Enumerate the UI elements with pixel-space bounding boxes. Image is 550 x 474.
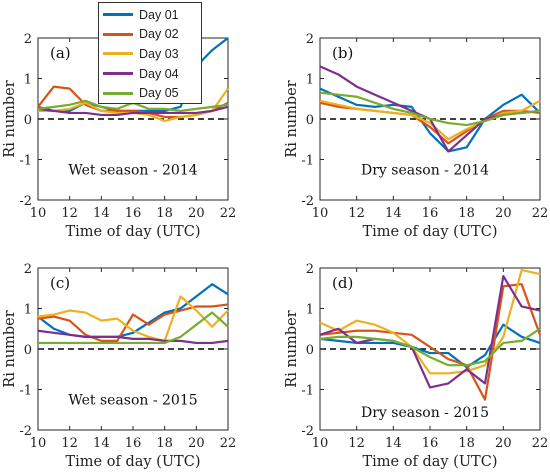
x-tick-label: 22 (532, 436, 549, 451)
x-axis-label: Time of day (UTC) (363, 454, 498, 470)
x-tick-label: 14 (93, 206, 110, 221)
panel-label: (a) (50, 44, 71, 62)
x-tick-label: 20 (188, 436, 205, 451)
y-axis-label: Ri number (2, 80, 18, 157)
y-tick-label: -2 (301, 424, 314, 439)
legend-item-day-01: Day 01 (103, 5, 197, 25)
series-line-day-01 (319, 87, 541, 153)
legend-swatch (103, 91, 133, 95)
y-tick-label: -2 (19, 424, 32, 439)
series-line-day-04 (319, 275, 541, 389)
y-tick-label: 1 (306, 73, 314, 88)
legend-swatch (103, 72, 133, 76)
x-tick-label: 18 (156, 206, 173, 221)
series-line-day-03 (319, 268, 541, 375)
y-tick-label: 0 (24, 343, 32, 358)
legend-label: Day 01 (139, 7, 179, 22)
y-tick-label: 0 (24, 113, 32, 128)
x-tick-label: 20 (495, 206, 512, 221)
y-tick-label: 0 (306, 343, 314, 358)
x-tick-label: 18 (458, 436, 475, 451)
series-line-day-03 (319, 99, 541, 141)
series-line-day-04 (37, 105, 229, 117)
x-tick-label: 10 (312, 206, 329, 221)
x-tick-label: 14 (385, 206, 402, 221)
x-tick-label: 16 (125, 206, 142, 221)
season-annotation: Dry season - 2015 (361, 405, 489, 421)
panel-label: (c) (50, 274, 70, 292)
season-annotation: Wet season - 2014 (68, 163, 197, 179)
season-annotation: Dry season - 2014 (361, 163, 489, 179)
y-tick-label: 1 (24, 303, 32, 318)
y-tick-label: -2 (19, 194, 32, 209)
y-tick-label: -1 (301, 154, 314, 169)
series-line-day-05 (38, 311, 229, 345)
y-tick-label: 2 (24, 262, 32, 277)
x-tick-label: 10 (30, 436, 47, 451)
series-line-day-04 (37, 329, 229, 345)
y-tick-label: -2 (301, 194, 314, 209)
legend-label: Day 03 (139, 46, 179, 61)
panel-label: (b) (332, 44, 353, 62)
x-tick-label: 14 (93, 436, 110, 451)
x-tick-label: 18 (156, 436, 173, 451)
x-tick-label: 22 (220, 206, 237, 221)
x-axis-label: Time of day (UTC) (363, 224, 498, 240)
series-line-day-05 (319, 327, 541, 367)
y-tick-label: 0 (306, 113, 314, 128)
x-tick-label: 12 (61, 436, 78, 451)
y-tick-label: 1 (24, 73, 32, 88)
x-tick-label: 22 (532, 206, 549, 221)
y-tick-label: 1 (306, 303, 314, 318)
x-tick-label: 10 (312, 436, 329, 451)
y-axis-label: Ri number (2, 310, 18, 387)
x-tick-label: 16 (422, 436, 439, 451)
x-tick-label: 20 (495, 436, 512, 451)
legend-swatch (103, 13, 133, 17)
x-tick-label: 16 (125, 436, 142, 451)
x-tick-label: 12 (348, 436, 365, 451)
legend: Day 01 Day 02 Day 03 Day 04 Day 05 (98, 2, 202, 104)
y-tick-label: 2 (24, 32, 32, 47)
y-axis-label: Ri number (284, 80, 300, 157)
x-tick-label: 12 (61, 206, 78, 221)
x-tick-label: 14 (385, 436, 402, 451)
legend-item-day-03: Day 03 (103, 44, 197, 64)
y-tick-label: -1 (19, 384, 32, 399)
legend-label: Day 04 (139, 66, 179, 81)
y-tick-label: 2 (306, 262, 314, 277)
season-annotation: Wet season - 2015 (68, 393, 197, 409)
legend-label: Day 02 (139, 27, 179, 42)
x-tick-label: 22 (220, 436, 237, 451)
series-line-day-02 (37, 303, 229, 342)
x-axis-label: Time of day (UTC) (66, 224, 201, 240)
legend-label: Day 05 (139, 86, 179, 101)
x-tick-label: 20 (188, 206, 205, 221)
series-line-day-03 (37, 295, 229, 342)
series-line-day-02 (319, 283, 542, 401)
x-tick-label: 18 (458, 206, 475, 221)
series-line-day-05 (319, 91, 541, 127)
y-tick-label: 2 (306, 32, 314, 47)
legend-swatch (103, 52, 133, 56)
y-tick-label: -1 (301, 384, 314, 399)
x-axis-label: Time of day (UTC) (66, 454, 201, 470)
x-tick-label: 12 (348, 206, 365, 221)
y-tick-label: -1 (19, 154, 32, 169)
x-tick-label: 16 (422, 206, 439, 221)
legend-item-day-04: Day 04 (103, 64, 197, 84)
panel-label: (d) (332, 274, 353, 292)
x-tick-label: 10 (30, 206, 47, 221)
y-axis-label: Ri number (284, 310, 300, 387)
legend-item-day-05: Day 05 (103, 83, 197, 103)
legend-item-day-02: Day 02 (103, 25, 197, 45)
legend-swatch (103, 32, 133, 36)
